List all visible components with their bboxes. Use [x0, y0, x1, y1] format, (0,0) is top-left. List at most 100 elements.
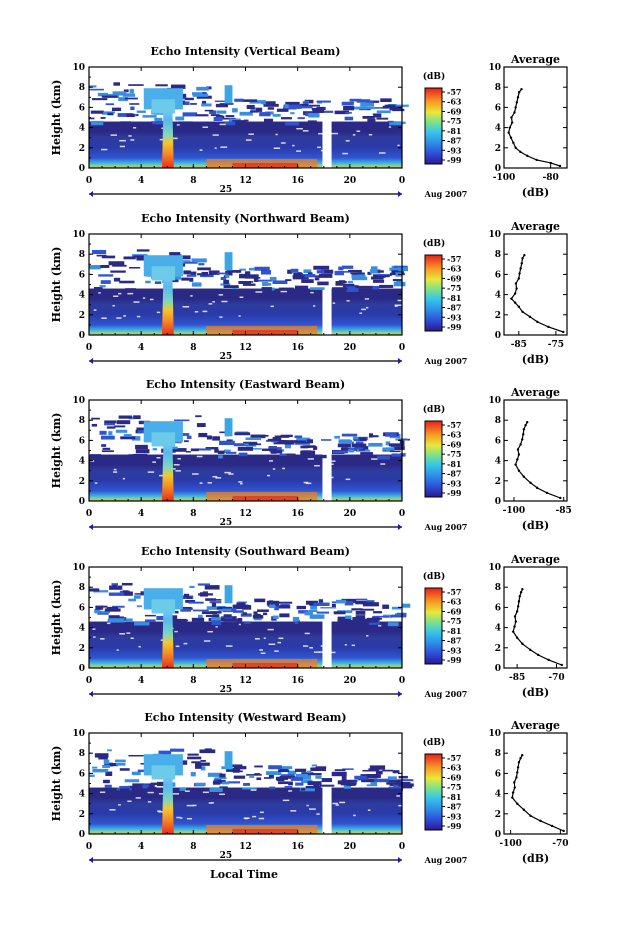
echo-cell	[196, 86, 209, 91]
date-bar-arrow	[89, 524, 93, 530]
y-tick-label: 6	[79, 103, 85, 113]
echo-cell	[331, 601, 337, 604]
echo-cell	[263, 118, 274, 123]
x-tick-label: 8	[190, 176, 196, 186]
colorbar-tick-label: -75	[447, 616, 461, 626]
echo-cell	[220, 283, 231, 286]
profile-point	[516, 771, 519, 774]
y-tick-label: 0	[79, 497, 85, 507]
echo-cell	[200, 766, 206, 771]
echo-cell	[101, 444, 107, 447]
x-tick-label: 8	[190, 343, 196, 353]
echo-cell	[152, 121, 159, 125]
echo-cell	[379, 284, 394, 288]
echo-cell	[371, 276, 384, 280]
echo-cell	[233, 443, 249, 447]
echo-gap	[371, 458, 378, 460]
echo-cell	[100, 264, 110, 268]
echo-cell	[304, 611, 313, 616]
profile-point	[513, 292, 517, 295]
echo-cell	[280, 117, 292, 120]
echo-cell	[233, 766, 247, 770]
colorbar-tick-label: -57	[447, 420, 461, 430]
echo-gap	[225, 645, 233, 647]
profile-point	[536, 653, 540, 657]
profile-point	[520, 262, 523, 265]
colorbar-tick-label: -75	[447, 116, 461, 126]
echo-cell	[318, 599, 324, 603]
date-month-label: Aug 2007	[424, 689, 468, 699]
echo-cell	[285, 279, 292, 282]
echo-cell	[246, 445, 257, 447]
echo-cell	[130, 106, 135, 111]
echo-cell	[312, 108, 325, 113]
echo-cell	[254, 598, 266, 603]
colorbar-tick-label: -69	[447, 273, 462, 283]
echo-cell	[232, 108, 238, 113]
echo-cell	[302, 101, 309, 104]
echo-cell	[103, 111, 115, 114]
echo-gap	[353, 814, 356, 817]
echo-cell	[192, 609, 209, 612]
echo-gap	[176, 124, 180, 126]
echo-cell	[174, 276, 182, 280]
echo-cell	[186, 274, 197, 277]
echo-cell	[299, 103, 309, 107]
plume-core	[162, 278, 174, 335]
heatmap-area	[89, 748, 414, 834]
echo-cell	[126, 113, 135, 118]
echo-cell	[185, 451, 191, 453]
profile-x-tick-label: -70	[552, 839, 568, 849]
echo-cell	[274, 435, 290, 438]
profile-point	[521, 310, 524, 313]
echo-cell	[197, 448, 211, 451]
echo-cell	[186, 596, 193, 599]
echo-cell	[255, 266, 270, 271]
echo-cell	[179, 787, 186, 791]
echo-cell	[337, 780, 343, 785]
echo-gap	[214, 147, 217, 149]
echo-cell	[119, 768, 130, 771]
echo-gap	[325, 295, 329, 297]
x-tick-label: 8	[190, 676, 196, 686]
echo-cell	[184, 261, 198, 264]
echo-cell	[393, 446, 399, 450]
x-tick-label: 0	[86, 676, 92, 686]
x-tick-label: 8	[190, 509, 196, 519]
echo-cell	[240, 613, 252, 617]
echo-cell	[393, 281, 406, 287]
echo-cell	[340, 440, 353, 444]
echo-cell	[278, 766, 293, 769]
profile-point	[519, 267, 522, 270]
echo-cell	[250, 110, 259, 113]
colorbar-tick-label: -57	[447, 254, 461, 264]
echo-cell	[220, 616, 233, 621]
echo-cell	[209, 787, 223, 792]
echo-cell	[398, 267, 409, 272]
echo-gap	[138, 645, 141, 648]
echo-cell	[223, 614, 232, 618]
colorbar-tick-label: -63	[447, 763, 462, 773]
heatmap-area	[89, 582, 411, 668]
echo-cell	[283, 776, 298, 779]
echo-gap	[172, 137, 178, 140]
x-tick-label: 0	[399, 343, 405, 353]
echo-gap	[296, 150, 301, 152]
echo-gap	[186, 817, 192, 820]
echo-cell	[296, 605, 307, 610]
echo-cell	[100, 280, 111, 284]
echo-cell	[144, 783, 155, 788]
echo-cell	[294, 768, 307, 772]
echo-cell	[208, 270, 220, 275]
echo-cell	[102, 764, 110, 768]
echo-cell	[110, 270, 126, 273]
y-tick-label: 6	[79, 436, 85, 446]
echo-cell	[285, 101, 300, 106]
echo-cell	[315, 775, 322, 779]
echo-gap	[252, 815, 257, 818]
y-tick-label: 4	[79, 291, 85, 301]
echo-cell	[261, 101, 276, 104]
echo-gap	[245, 139, 252, 141]
echo-cell	[355, 615, 366, 620]
echo-cell	[350, 272, 365, 275]
